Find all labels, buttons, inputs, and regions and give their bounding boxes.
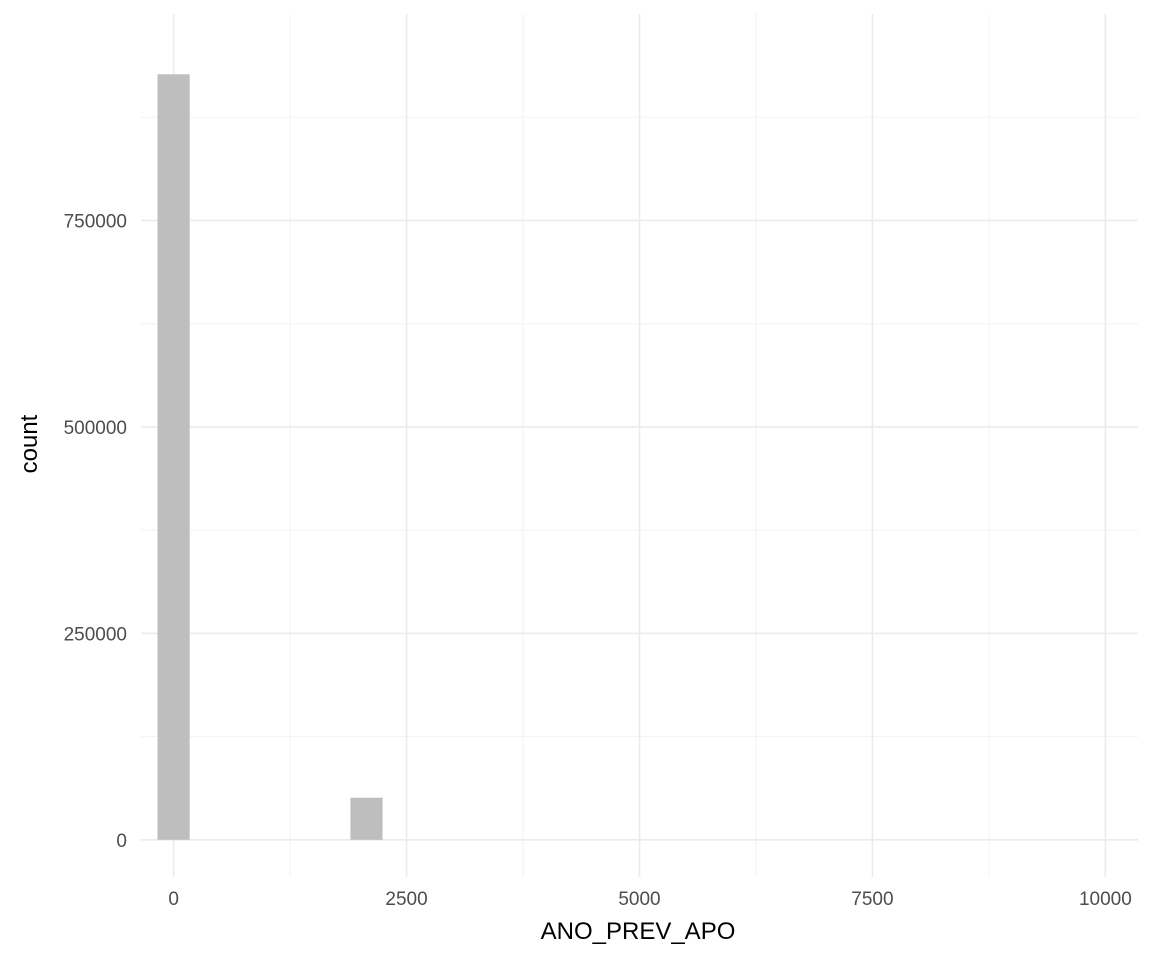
y-tick-label: 250000 bbox=[64, 624, 127, 645]
x-tick-label: 0 bbox=[168, 889, 179, 910]
x-tick-label: 2500 bbox=[385, 889, 427, 910]
x-tick-label: 10000 bbox=[1079, 889, 1132, 910]
y-tick-label: 750000 bbox=[64, 211, 127, 232]
histogram-bar bbox=[157, 74, 190, 840]
major-gridlines bbox=[141, 14, 1138, 877]
y-tick-label: 0 bbox=[116, 831, 127, 852]
x-axis-title: ANO_PREV_APO bbox=[541, 918, 736, 945]
x-axis-tick-labels: 0 2500 5000 7500 10000 bbox=[168, 889, 1131, 910]
y-axis-tick-labels: 0 250000 500000 750000 bbox=[64, 211, 127, 851]
x-tick-label: 7500 bbox=[851, 889, 893, 910]
histogram-bar bbox=[350, 797, 383, 840]
histogram-bars bbox=[157, 74, 383, 840]
y-axis-title: count bbox=[16, 414, 43, 473]
y-tick-label: 500000 bbox=[64, 418, 127, 439]
x-tick-label: 5000 bbox=[618, 889, 660, 910]
